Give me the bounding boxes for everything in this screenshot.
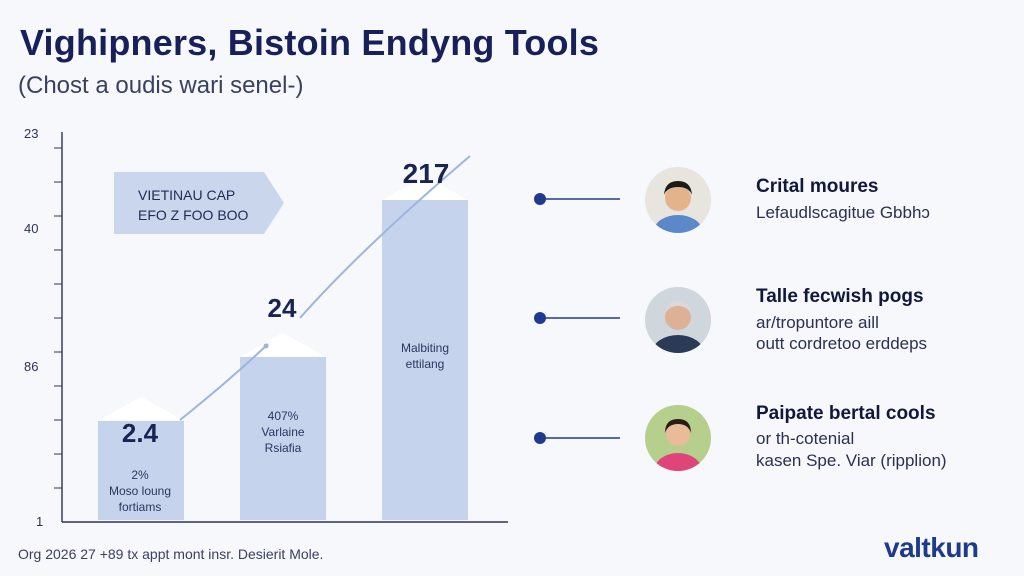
footer-note: Org 2026 27 +89 tx appt mont insr. Desie… [18, 546, 324, 562]
bullet-dot [534, 432, 546, 444]
bar-note: 407% Varlaine Rsiafia [240, 408, 326, 456]
item-text: or th-cotenial [756, 429, 855, 448]
item-title: Paipate bertal cools [756, 403, 936, 424]
avatar [645, 287, 711, 353]
bar-note-line: ettilang [405, 357, 445, 371]
bar-note-line: 407% [267, 409, 299, 423]
bar [382, 200, 468, 520]
item-text: outt cordretoo erddeps [756, 334, 928, 353]
page-subtitle: (Chost a oudis wari senel-) [18, 72, 304, 99]
y-tick-label: 86 [24, 359, 39, 374]
brand-logo: valtkun [884, 532, 979, 563]
bar-note-line: Malbiting [400, 341, 450, 355]
avatar [645, 167, 711, 233]
bar-value-label: 2.4 [121, 418, 159, 448]
item-title: Talle fecwish pogs [756, 286, 924, 307]
bullet-dot [534, 312, 546, 324]
bullet-dot [534, 193, 546, 205]
bar [98, 420, 184, 520]
bar-cap [98, 396, 184, 421]
callout-line: EFO Z FOO BOO [138, 207, 249, 223]
bar-value-label: 24 [267, 293, 297, 323]
person-icon [645, 167, 711, 233]
bar-note: Malbiting ettilang [382, 340, 468, 372]
callout-banner: VIETINAU CAP EFO Z FOO BOO [114, 172, 284, 234]
avatar [645, 405, 711, 471]
person-icon [645, 287, 711, 353]
bar-note-line: Varlaine [261, 425, 305, 439]
person-icon [645, 405, 711, 471]
y-tick-label: 40 [24, 221, 39, 236]
item-text: kasen Spe. Viar (ripplion) [756, 451, 947, 470]
trend-point [263, 343, 269, 349]
bar-note-line: fortiams [118, 500, 162, 514]
callout-line: VIETINAU CAP [138, 187, 236, 203]
trend-line [179, 155, 471, 421]
bar-cap [240, 332, 326, 357]
bar-note-line: Rsiafia [264, 441, 302, 455]
bar-note-line: 2% [131, 468, 149, 482]
y-tick-label: 23 [24, 126, 39, 141]
item-text: ar/tropuntore aill [756, 313, 879, 332]
item-text: Lefaudlscagitue Gbbhɔ [756, 203, 930, 222]
bar [240, 356, 326, 520]
page-title: Vighipners, Bistoin Endyng Tools [20, 22, 600, 63]
bar-note: 2% Moso loung fortiams [98, 467, 182, 515]
bar-note-line: Moso loung [108, 484, 172, 498]
y-tick-label: 1 [36, 514, 44, 529]
bar-cap [382, 176, 468, 200]
bar-value-label: 217 [402, 158, 450, 189]
item-title: Crital moures [756, 176, 879, 197]
